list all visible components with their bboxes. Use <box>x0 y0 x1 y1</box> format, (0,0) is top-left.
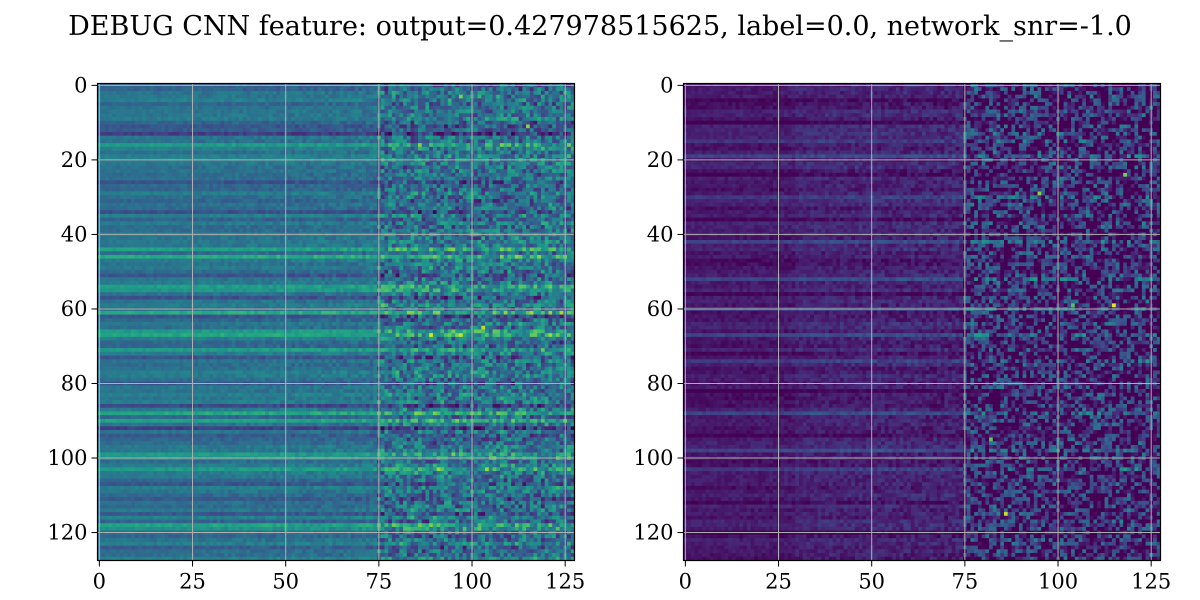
x-tick-label: 25 <box>179 570 206 594</box>
y-tick-label: 20 <box>647 148 674 172</box>
y-tick-label: 100 <box>633 446 673 470</box>
heatmap-panel-right: 0 25 50 75 100 125 0 20 40 60 80 100 120 <box>633 73 1171 593</box>
y-tick-label: 60 <box>647 297 674 321</box>
y-ticks-left: 0 20 40 60 80 100 120 <box>47 73 98 545</box>
y-tick-label: 100 <box>47 446 87 470</box>
x-tick-label: 50 <box>272 570 299 594</box>
x-tick-label: 0 <box>679 570 692 594</box>
x-tick-label: 100 <box>452 570 492 594</box>
x-tick-label: 0 <box>93 570 106 594</box>
y-tick-label: 40 <box>647 222 674 246</box>
y-tick-label: 120 <box>47 521 87 545</box>
heatmap-image-left <box>97 83 575 561</box>
y-tick-label: 120 <box>633 521 673 545</box>
y-tick-label: 60 <box>61 297 88 321</box>
x-ticks-right: 0 25 50 75 100 125 <box>679 560 1171 594</box>
figure-title: DEBUG CNN feature: output=0.427978515625… <box>68 11 1132 42</box>
x-tick-label: 25 <box>765 570 792 594</box>
x-tick-label: 125 <box>545 570 585 594</box>
y-tick-label: 20 <box>61 148 88 172</box>
y-tick-label: 0 <box>660 73 673 97</box>
heatmap-panel-left: 0 25 50 75 100 125 0 20 40 60 80 100 120 <box>47 73 585 593</box>
y-ticks-right: 0 20 40 60 80 100 120 <box>633 73 684 545</box>
heatmap-image-right <box>683 83 1161 561</box>
axes-frame-right <box>682 82 1162 562</box>
x-tick-label: 75 <box>365 570 392 594</box>
x-tick-label: 75 <box>951 570 978 594</box>
x-ticks-left: 0 25 50 75 100 125 <box>93 560 585 594</box>
x-tick-label: 100 <box>1038 570 1078 594</box>
y-tick-label: 40 <box>61 222 88 246</box>
x-tick-label: 125 <box>1131 570 1171 594</box>
y-tick-label: 80 <box>647 371 674 395</box>
axes-frame-left <box>96 82 576 562</box>
gridlines-right <box>683 83 1161 561</box>
gridlines-left <box>97 83 575 561</box>
y-tick-label: 80 <box>61 371 88 395</box>
x-tick-label: 50 <box>858 570 885 594</box>
y-tick-label: 0 <box>74 73 87 97</box>
